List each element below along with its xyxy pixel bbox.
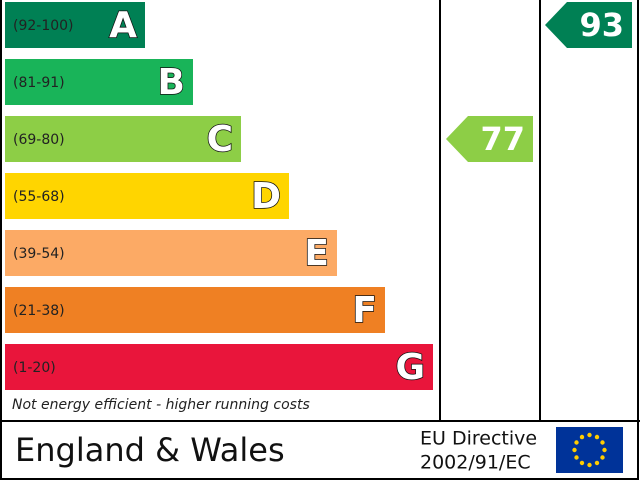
rating-value: 93 <box>579 6 624 44</box>
directive: 2002/91/EC <box>420 452 531 474</box>
band-bar <box>5 344 433 390</box>
band-letter: D <box>251 176 281 217</box>
star <box>587 432 592 438</box>
directive: EU Directive <box>420 428 537 450</box>
star <box>579 434 585 440</box>
band-letter: C <box>207 119 233 160</box>
rating-value: 77 <box>480 120 525 158</box>
band-bar <box>5 2 145 48</box>
band-letter: F <box>352 290 377 331</box>
star <box>587 462 592 468</box>
band-range: (21-38) <box>13 303 65 319</box>
rating-arrow <box>545 2 632 48</box>
eu-flag <box>556 427 623 473</box>
star <box>600 440 605 445</box>
star <box>602 447 607 453</box>
band-letter: B <box>158 62 185 103</box>
footer-note: Not energy efficient - higher running co… <box>12 397 310 413</box>
band-range: (81-91) <box>13 75 65 91</box>
star <box>579 460 585 466</box>
band-letter: E <box>304 233 329 274</box>
star <box>572 447 577 453</box>
star <box>574 455 579 460</box>
rating-arrow <box>446 116 533 162</box>
band-bar <box>5 230 337 276</box>
band-bar <box>5 116 241 162</box>
band-bar <box>5 59 193 105</box>
band-range: (69-80) <box>13 132 65 148</box>
band-bar <box>5 173 289 219</box>
band-letter: G <box>395 347 425 388</box>
star <box>594 434 600 440</box>
star <box>594 460 600 466</box>
band-range: (92-100) <box>13 18 74 34</box>
star <box>574 440 579 445</box>
band-bar <box>5 287 385 333</box>
band-letter: A <box>109 5 137 46</box>
region: England & Wales <box>15 431 285 469</box>
star <box>600 455 605 460</box>
band-range: (39-54) <box>13 246 65 262</box>
band-range: (55-68) <box>13 189 65 205</box>
band-range: (1-20) <box>13 360 56 376</box>
